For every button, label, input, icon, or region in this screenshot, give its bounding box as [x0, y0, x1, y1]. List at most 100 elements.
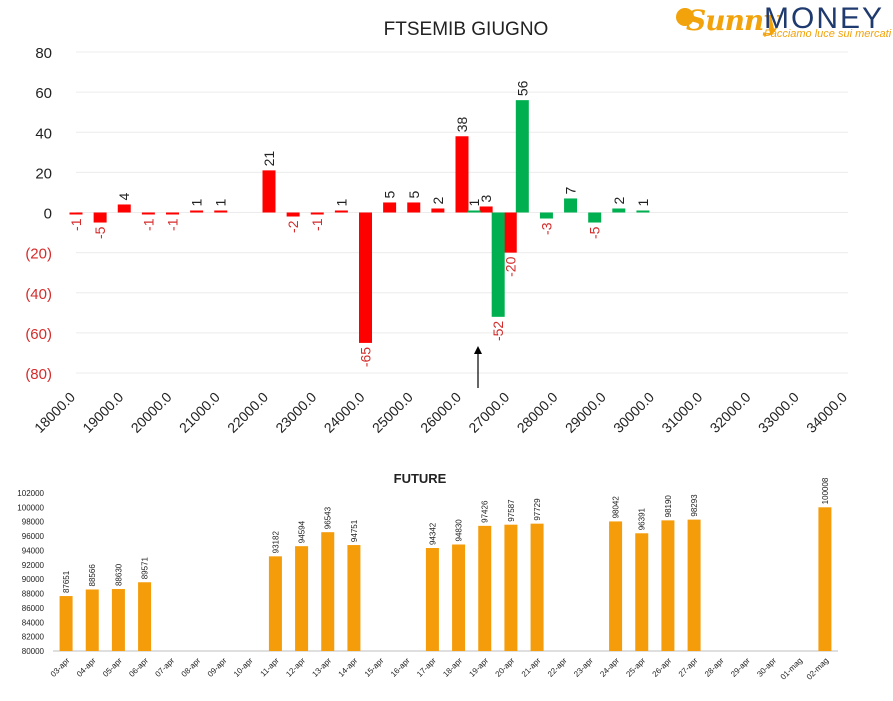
- data-label: -1: [68, 218, 84, 231]
- data-label: 56: [514, 80, 530, 96]
- y-tick-label: 20: [35, 165, 52, 182]
- future-bar: [295, 546, 309, 651]
- x-tick-label: 28000.0: [514, 389, 561, 436]
- x-tick-label: 25000.0: [369, 389, 416, 436]
- future-bar-chart: FUTURE 80000 82000 84000 86000 88000 90000 9200…: [17, 471, 838, 682]
- bar-red: [262, 170, 276, 213]
- x-tick-label: 27-apr: [677, 656, 700, 679]
- data-label: 94830: [455, 519, 464, 542]
- bar-red: [93, 212, 107, 223]
- x-tick-label: 20-apr: [494, 656, 517, 679]
- data-label: 2: [611, 196, 627, 204]
- x-tick-label: 05-apr: [101, 656, 124, 679]
- future-bar: [59, 596, 73, 651]
- y-tick-label: 82000: [22, 633, 45, 642]
- bar-red: [431, 208, 445, 213]
- data-label: -5: [587, 226, 603, 239]
- x-tick-label: 03-apr: [49, 656, 72, 679]
- future-bar: [111, 589, 125, 651]
- future-bar: [85, 589, 99, 651]
- future-bar: [321, 532, 335, 651]
- bar-red: [407, 202, 421, 213]
- x-tick-label: 13-apr: [310, 656, 333, 679]
- x-tick-label: 24-apr: [598, 656, 621, 679]
- x-tick-label: 18-apr: [441, 656, 464, 679]
- x-tick-label: 19000.0: [79, 389, 126, 436]
- logo-brand-money: MONEY: [764, 2, 885, 35]
- y-tick-label: 102000: [17, 489, 44, 498]
- data-label: 97729: [533, 498, 542, 521]
- data-label: -2: [285, 220, 301, 233]
- x-tick-label: 10-apr: [232, 656, 255, 679]
- future-bar: [687, 519, 701, 651]
- x-tick-label: 24000.0: [321, 389, 368, 436]
- bar-red: [190, 210, 204, 213]
- future-bar: [347, 545, 361, 651]
- logo-tagline: Facciamo luce sui mercati: [764, 28, 892, 40]
- bar-green: [515, 100, 529, 213]
- y-tick-label: 80000: [22, 647, 45, 656]
- future-bar: [425, 547, 439, 651]
- data-label: 21: [261, 151, 277, 167]
- bar-green: [491, 212, 505, 317]
- y-tick-label: (60): [25, 326, 52, 343]
- x-tick-label: 01-mag: [779, 656, 805, 682]
- data-label: 94594: [298, 520, 307, 543]
- x-tick-label: 08-apr: [180, 656, 203, 679]
- data-label: -5: [92, 226, 108, 239]
- data-label: 98293: [690, 494, 699, 517]
- data-label: 88566: [88, 564, 97, 587]
- future-bar: [268, 556, 282, 651]
- bar-red: [310, 212, 324, 215]
- y-tick-label: (20): [25, 246, 52, 263]
- data-label: -1: [165, 218, 181, 231]
- x-tick-label: 07-apr: [153, 656, 176, 679]
- bar-red: [141, 212, 155, 215]
- data-label: 5: [406, 190, 422, 198]
- future-bar: [478, 525, 492, 651]
- data-label: 98190: [664, 495, 673, 518]
- x-tick-label: 23-apr: [572, 656, 595, 679]
- strike-bar-chart: FTSEMIB GIUGNO 80 60 40 20 0 (20) (40) (60) (80) 1…: [25, 19, 850, 436]
- future-bar: [504, 524, 518, 651]
- y-tick-label: 60: [35, 85, 52, 102]
- x-tick-label: 27000.0: [465, 389, 512, 436]
- y-tick-label: 84000: [22, 618, 45, 627]
- x-tick-label: 16-apr: [389, 656, 412, 679]
- y-tick-label: (80): [25, 366, 52, 383]
- x-tick-label: 30000.0: [610, 389, 657, 436]
- y-tick-label: (40): [25, 286, 52, 303]
- data-label: 7: [563, 186, 579, 194]
- bar-green: [564, 198, 578, 213]
- data-label: 94342: [428, 522, 437, 545]
- y-tick-label: 80: [35, 45, 52, 62]
- y-tick-label: 88000: [22, 590, 45, 599]
- data-label: 96391: [638, 507, 647, 530]
- future-bar: [609, 521, 623, 651]
- data-label: 3: [478, 194, 494, 202]
- y-tick-label: 100000: [17, 503, 44, 512]
- sun-icon: [676, 8, 694, 26]
- future-bar: [818, 507, 832, 651]
- x-tick-label: 29000.0: [562, 389, 609, 436]
- logo-brand-sunny: Sunny: [686, 4, 780, 37]
- x-tick-label: 18000.0: [31, 389, 78, 436]
- x-tick-label: 04-apr: [75, 656, 98, 679]
- x-tick-label: 14-apr: [337, 656, 360, 679]
- x-tick-label: 22-apr: [546, 656, 569, 679]
- data-label: 97426: [481, 500, 490, 523]
- x-tick-label: 22000.0: [224, 389, 271, 436]
- bar-red: [334, 210, 348, 213]
- data-label: 98042: [612, 496, 621, 519]
- x-tick-label: 31000.0: [658, 389, 705, 436]
- data-label: 87651: [62, 570, 71, 593]
- data-label: 38: [454, 116, 470, 132]
- data-label: 1: [189, 198, 205, 206]
- bar-green: [588, 212, 602, 223]
- sunny-money-logo: Sunny MONEY Facciamo luce sui mercati: [676, 2, 891, 42]
- bar-green: [636, 210, 650, 213]
- bar-red: [69, 212, 83, 215]
- bar-red: [383, 202, 397, 213]
- x-tick-label: 30-apr: [755, 656, 778, 679]
